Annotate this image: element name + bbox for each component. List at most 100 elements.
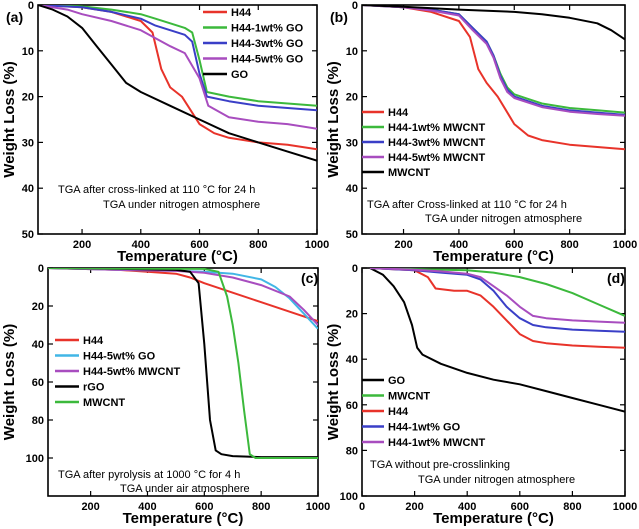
series-line-h44-5wt-go [48, 268, 318, 330]
y-tick-label: 30 [346, 137, 358, 149]
series-line-h44-5wt-go [38, 5, 317, 130]
series-line-mwcnt [362, 5, 625, 41]
series-line-mwcnt [48, 268, 318, 459]
series-line-h44 [362, 5, 625, 151]
x-tick-label: 600 [505, 239, 523, 251]
panel-label: (b) [330, 9, 348, 25]
y-tick-label: 100 [26, 453, 44, 465]
y-axis-title: Weight Loss (%) [325, 324, 342, 440]
x-tick-label: 200 [405, 501, 423, 513]
plot-frame [361, 267, 626, 497]
legend-label: H44 [231, 7, 252, 19]
x-tick-label: 800 [563, 501, 581, 513]
legend-label: H44-1wt% GO [388, 422, 461, 434]
plot-frame [361, 4, 626, 235]
tga-panel-c: 200 400 600 800 1000 0 20 40 60 80 100 Temperature … [1, 263, 330, 527]
series-line-h44-1wt-go [38, 5, 317, 107]
series-line-go [38, 5, 317, 162]
x-axis-title: Temperature (°C) [123, 510, 244, 527]
legend-label: H44 [388, 107, 409, 119]
series-line-rgo [48, 268, 318, 459]
x-tick-label: 200 [81, 501, 99, 513]
annotation-text: TGA after pyrolysis at 1000 °C for 4 h [58, 469, 240, 481]
y-tick-label: 80 [32, 415, 44, 427]
annotation-text: TGA after Cross-linked at 110 °C for 24 … [367, 199, 567, 211]
x-tick-label: 1000 [613, 501, 637, 513]
series-line-h44 [48, 268, 318, 323]
series-line-mwcnt [369, 268, 625, 317]
annotation-text: TGA under nitrogen atmosphere [418, 474, 575, 486]
y-tick-label: 20 [32, 301, 44, 313]
annotation-text: TGA under nitrogen atmosphere [425, 213, 582, 225]
legend-label: GO [231, 69, 249, 81]
series-line-h44-1wt-go [369, 268, 625, 333]
y-tick-label: 0 [38, 263, 44, 275]
series-line-h44-3wt-go [38, 5, 317, 112]
x-tick-label: 800 [560, 239, 578, 251]
y-tick-label: 40 [22, 183, 34, 195]
y-tick-label: 0 [28, 0, 34, 12]
y-tick-label: 60 [346, 400, 358, 412]
series-line-h44-5wt-mwcnt [362, 5, 625, 117]
y-tick-label: 30 [22, 137, 34, 149]
x-axis-title: Temperature (°C) [433, 510, 554, 527]
y-tick-label: 20 [346, 309, 358, 321]
y-tick-label: 20 [22, 92, 34, 104]
y-tick-label: 0 [352, 263, 358, 275]
panel-label: (d) [607, 270, 625, 286]
annotation-text: TGA under air atmosphere [120, 483, 250, 495]
legend-label: MWCNT [83, 397, 125, 409]
y-tick-label: 100 [340, 491, 358, 503]
tga-panel-a: 200 400 600 800 1000 0 10 20 30 40 50 Temperature (… [1, 0, 329, 265]
x-tick-label: 1000 [306, 501, 330, 513]
y-tick-label: 40 [346, 183, 358, 195]
x-tick-label: 600 [195, 501, 213, 513]
y-tick-label: 60 [32, 377, 44, 389]
panel-label: (c) [301, 270, 318, 286]
x-tick-label: 0 [359, 501, 365, 513]
legend-label: H44-5wt% MWCNT [83, 366, 180, 378]
x-axis-title: Temperature (°C) [433, 248, 554, 265]
legend-label: H44-5wt% GO [231, 54, 304, 66]
series-line-h44 [369, 268, 625, 349]
legend-label: H44-5wt% MWCNT [388, 152, 485, 164]
x-tick-label: 200 [394, 239, 412, 251]
y-tick-label: 10 [346, 46, 358, 58]
legend-label: H44-1wt% MWCNT [388, 122, 485, 134]
legend-label: MWCNT [388, 391, 430, 403]
x-axis-title: Temperature (°C) [117, 248, 238, 265]
y-tick-label: 40 [32, 339, 44, 351]
annotation-text: TGA under nitrogen atmosphere [103, 199, 260, 211]
x-tick-label: 400 [458, 501, 476, 513]
x-tick-label: 800 [252, 501, 270, 513]
legend-label: MWCNT [388, 167, 430, 179]
legend-label: rGO [83, 382, 105, 394]
tga-panel-b: 200 400 600 800 1000 0 10 20 30 40 50 Temperature (… [325, 0, 637, 265]
legend-label: H44-3wt% GO [231, 38, 304, 50]
x-tick-label: 400 [450, 239, 468, 251]
x-tick-label: 600 [511, 501, 529, 513]
y-tick-label: 10 [22, 46, 34, 58]
panel-label: (a) [6, 9, 23, 25]
y-axis-title: Weight Loss (%) [1, 61, 18, 177]
x-tick-label: 200 [73, 239, 91, 251]
legend-label: H44 [388, 406, 409, 418]
x-tick-label: 1000 [613, 239, 637, 251]
y-axis-title: Weight Loss (%) [1, 324, 18, 440]
series-line-go [369, 268, 625, 413]
y-tick-label: 40 [346, 354, 358, 366]
y-axis-title: Weight Loss (%) [325, 61, 342, 177]
x-tick-label: 400 [138, 501, 156, 513]
legend-label: H44-3wt% MWCNT [388, 137, 485, 149]
annotation-text: TGA after cross-linked at 110 °C for 24 … [58, 184, 255, 196]
legend-label: H44-1wt% GO [231, 23, 304, 35]
legend-label: H44-5wt% GO [83, 351, 156, 363]
x-tick-label: 1000 [305, 239, 329, 251]
annotation-text: TGA without pre-crosslinking [370, 459, 510, 471]
y-tick-label: 0 [352, 0, 358, 12]
y-tick-label: 20 [346, 92, 358, 104]
legend-label: H44-1wt% MWCNT [388, 437, 485, 449]
y-tick-label: 50 [346, 229, 358, 241]
legend-label: GO [388, 375, 406, 387]
